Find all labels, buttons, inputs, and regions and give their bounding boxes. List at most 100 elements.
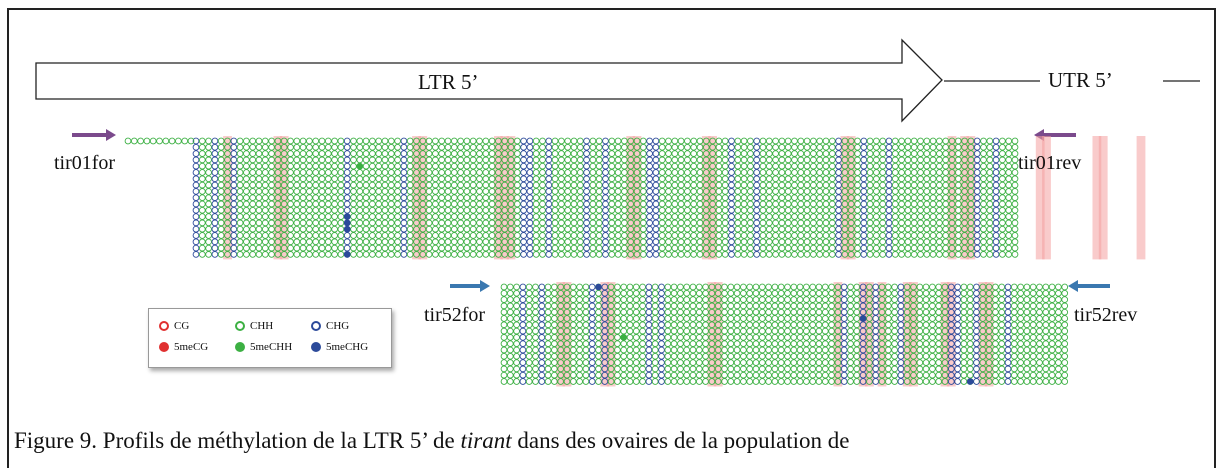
chh-site — [828, 200, 836, 208]
chh-site — [369, 188, 376, 195]
chh-site — [569, 308, 577, 316]
chh-site — [980, 213, 987, 220]
chh-site — [772, 181, 779, 189]
chh-site — [702, 346, 709, 354]
chh-site — [803, 213, 811, 220]
chh-site — [709, 200, 716, 208]
chh-site — [898, 194, 905, 202]
chh-site — [809, 327, 817, 335]
chh-site — [632, 378, 640, 385]
chh-site — [810, 251, 817, 258]
chh-site — [960, 327, 968, 335]
chh-site — [879, 251, 887, 258]
chh-site — [709, 213, 716, 220]
chg-site — [230, 213, 238, 220]
chh-site — [759, 156, 767, 164]
chh-site — [727, 365, 735, 373]
chg-site — [973, 251, 981, 258]
chg-site — [947, 302, 955, 310]
chh-site — [878, 302, 886, 310]
chh-site — [810, 143, 817, 151]
chh-site — [702, 188, 710, 195]
chh-site — [375, 206, 383, 214]
chh-site — [324, 150, 332, 157]
chh-site — [501, 225, 509, 233]
chh-site — [350, 194, 357, 202]
chg-site — [859, 302, 867, 310]
chh-site — [482, 162, 490, 170]
chh-site — [425, 137, 433, 145]
chh-site — [979, 308, 987, 316]
chh-site — [627, 200, 635, 208]
chh-site — [595, 371, 602, 379]
chh-site — [557, 334, 565, 341]
chh-site — [904, 175, 912, 183]
chh-site — [854, 181, 861, 189]
chh-site — [513, 213, 521, 220]
chh-site — [803, 315, 810, 322]
chh-site — [942, 194, 950, 202]
chg-site — [583, 156, 590, 164]
chh-site — [980, 162, 987, 170]
chh-site — [986, 188, 994, 195]
chh-site — [847, 232, 855, 239]
chh-site — [450, 219, 458, 227]
chh-site — [828, 232, 836, 239]
chg-site — [583, 169, 590, 176]
chh-site — [967, 169, 975, 176]
chh-site — [476, 238, 483, 246]
chh-site — [651, 289, 659, 297]
chh-site — [715, 206, 723, 214]
chh-site — [898, 188, 905, 195]
chh-site — [935, 315, 943, 322]
chh-site — [771, 296, 779, 303]
chh-site — [614, 244, 622, 252]
chh-site — [558, 238, 565, 246]
chh-site — [821, 308, 829, 316]
chg-site — [973, 365, 980, 373]
chg-site — [192, 238, 200, 246]
chh-site — [255, 169, 263, 176]
chh-site — [873, 213, 880, 220]
chh-site — [664, 289, 672, 297]
chh-site — [506, 340, 514, 348]
chh-site — [727, 296, 735, 303]
chh-site — [796, 359, 804, 366]
chh-site — [324, 143, 332, 151]
chh-site — [903, 352, 911, 360]
chh-site — [809, 346, 817, 354]
chh-site — [847, 308, 854, 316]
chh-site — [280, 188, 288, 195]
chh-site — [854, 143, 861, 151]
cg-column-band — [632, 136, 642, 260]
chh-site — [954, 219, 962, 227]
chh-site — [525, 315, 533, 322]
chh-site — [639, 219, 647, 227]
chh-site — [803, 296, 810, 303]
chh-site — [715, 238, 723, 246]
chh-site — [444, 169, 452, 176]
chg-site — [652, 213, 660, 220]
chh-site — [337, 225, 345, 233]
chh-site — [683, 308, 691, 316]
chh-site — [942, 219, 950, 227]
chh-site — [866, 181, 874, 189]
chh-site — [1010, 359, 1018, 366]
chg-site — [728, 206, 735, 214]
chh-site — [917, 150, 924, 157]
chh-site — [324, 225, 332, 233]
chh-site — [1005, 162, 1013, 170]
chh-site — [853, 365, 861, 373]
chh-site — [854, 244, 861, 252]
chh-site — [614, 162, 622, 170]
chh-site — [312, 162, 320, 170]
chh-site — [708, 359, 716, 366]
chh-site — [331, 200, 338, 208]
chh-site — [576, 321, 583, 329]
chh-site — [923, 244, 931, 252]
chh-site — [432, 206, 439, 214]
chh-site — [721, 137, 729, 145]
chh-site — [677, 175, 685, 183]
chh-site — [614, 137, 622, 145]
chh-site — [425, 238, 433, 246]
